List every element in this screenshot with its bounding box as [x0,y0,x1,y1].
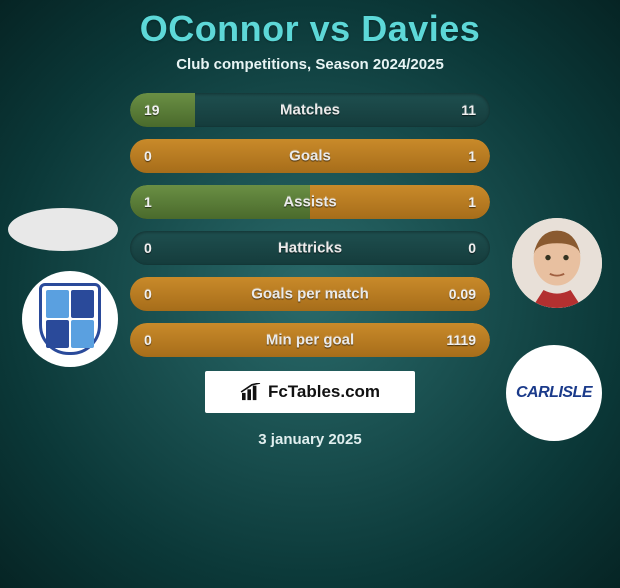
branding-badge: FcTables.com [205,371,415,413]
stat-rows-container: 19Matches110Goals11Assists10Hattricks00G… [130,93,490,357]
comparison-stage: CARLISLE 19Matches110Goals11Assists10Hat… [0,93,620,357]
stat-label: Goals per match [251,286,369,303]
stat-value-left: 0 [144,286,152,302]
stat-value-right: 11 [461,102,476,118]
stat-fill-left [130,93,195,127]
club-crest-icon [39,283,101,355]
stat-row: 1 Assists 1 [130,185,490,219]
stat-row: 19 Matches 11 [130,93,490,127]
stat-value-left: 0 [144,332,152,348]
stat-row: 0 Goals 1 [130,139,490,173]
stat-value-left: 0 [144,240,152,256]
stat-value-right: 0.09 [449,286,476,302]
page-title: OConnor vs Davies [0,8,620,50]
stat-label: Assists [283,194,336,211]
page-subtitle: Club competitions, Season 2024/2025 [0,56,620,73]
stat-value-right: 1 [468,148,476,164]
stat-fill-right [310,185,490,219]
branding-text: FcTables.com [268,382,380,402]
stat-label: Matches [280,102,340,119]
date-text: 3 january 2025 [0,431,620,448]
stat-row: 0 Min per goal 1119 [130,323,490,357]
player1-avatar [8,208,118,251]
player-head-icon [512,218,602,308]
club2-text: CARLISLE [516,384,592,402]
stat-value-left: 0 [144,148,152,164]
player2-club-badge: CARLISLE [506,345,602,441]
stat-value-right: 1 [468,194,476,210]
stat-value-left: 19 [144,102,160,118]
chart-icon [240,383,262,401]
stat-value-right: 0 [468,240,476,256]
stat-label: Min per goal [266,332,354,349]
stat-value-right: 1119 [446,332,476,348]
stat-row: 0 Goals per match 0.09 [130,277,490,311]
stat-row: 0 Hattricks 0 [130,231,490,265]
player2-avatar [512,218,602,308]
player1-club-badge [22,271,118,367]
stat-value-left: 1 [144,194,152,210]
stat-label: Hattricks [278,240,342,257]
stat-label: Goals [289,148,331,165]
